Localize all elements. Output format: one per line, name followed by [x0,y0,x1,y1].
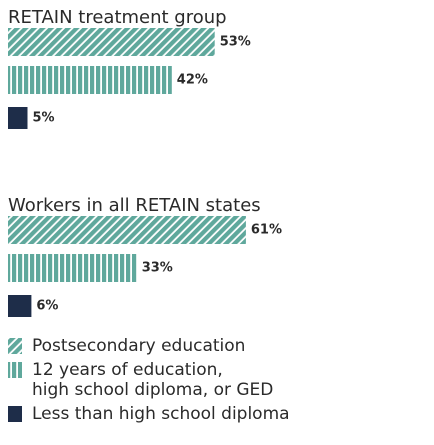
legend-swatch [8,362,22,378]
bar [8,66,172,94]
legend-line: high school diploma, or GED [32,380,273,400]
legend-line: 12 years of education, [32,360,223,380]
legend-label: Less than high school diploma [32,404,290,424]
group-title: RETAIN treatment group [8,7,227,28]
bar [8,216,246,244]
value-label: 53% [220,35,251,50]
legend-label: Postsecondary education [32,336,245,356]
value-label: 42% [177,73,208,88]
bar [8,254,137,282]
bar [8,107,28,129]
legend-swatch [8,338,22,354]
bar [8,295,32,317]
legend-label: 12 years of education, high school diplom… [32,360,273,400]
group-title: Workers in all RETAIN states [8,195,261,216]
bar [8,28,215,56]
value-label: 61% [251,223,282,238]
value-label: 6% [36,299,58,314]
value-label: 33% [142,261,173,276]
legend-swatch [8,406,22,422]
value-label: 5% [33,111,55,126]
